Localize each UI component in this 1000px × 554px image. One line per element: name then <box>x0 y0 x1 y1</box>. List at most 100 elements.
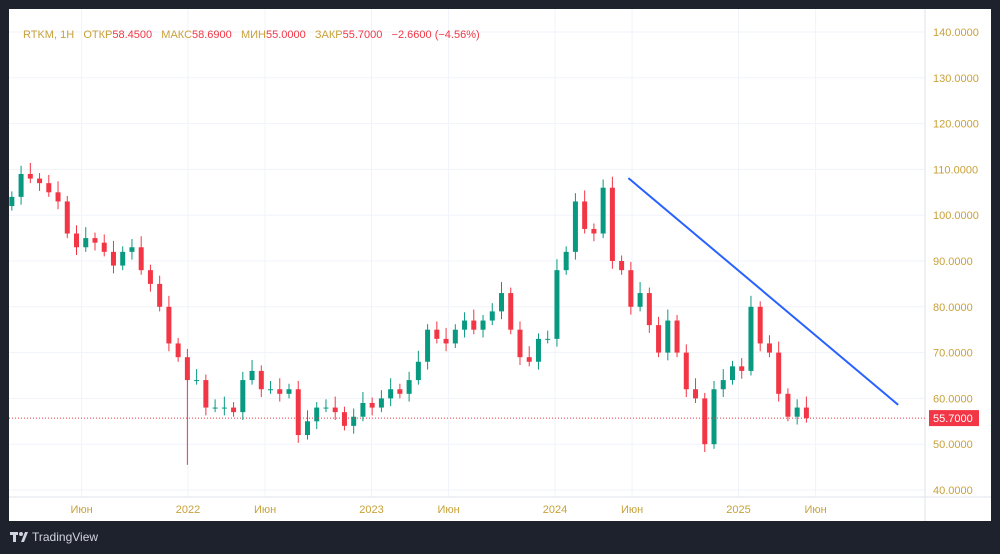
candle-body <box>619 261 625 271</box>
candle-body <box>304 421 310 436</box>
candle <box>378 390 384 413</box>
candle-body <box>120 251 126 266</box>
candle-body <box>203 380 209 408</box>
candle-body <box>9 196 15 207</box>
candle-body <box>443 338 449 344</box>
candle-body <box>369 402 375 408</box>
chart-canvas[interactable]: 140.0000 130.0000 120.0000 110.0000 100.0000… <box>9 9 991 521</box>
last-price-label: 55.7000 <box>933 413 973 425</box>
candle-body <box>18 173 24 197</box>
candle <box>619 255 625 275</box>
candle <box>9 191 15 211</box>
candle <box>258 365 264 398</box>
candle-body <box>240 380 246 413</box>
y-tick-label: 60.0000 <box>933 393 973 405</box>
candle-body <box>462 320 468 330</box>
candle <box>563 246 569 275</box>
candle-body <box>314 407 320 422</box>
candle <box>711 380 717 449</box>
candle-body <box>341 412 347 426</box>
candle-body <box>729 366 735 381</box>
chart-pane[interactable]: 140.0000 130.0000 120.0000 110.0000 100.0000… <box>9 9 991 521</box>
candle <box>277 378 283 402</box>
candle-body <box>803 407 809 419</box>
x-tick-label: 2023 <box>359 504 383 516</box>
candle <box>120 246 126 271</box>
candle-body <box>378 398 384 408</box>
candle-body <box>545 338 551 340</box>
x-tick-label: Июн <box>437 504 459 516</box>
symbol-label[interactable]: RTKM, 1Н <box>23 29 75 41</box>
candle <box>554 259 560 347</box>
candle <box>674 315 680 358</box>
candle-body <box>166 306 172 344</box>
candle <box>46 174 52 197</box>
candle-body <box>46 183 52 193</box>
x-tick-label: Июн <box>70 504 92 516</box>
candle-body <box>480 320 486 330</box>
candle-body <box>609 187 615 261</box>
x-tick-label: Июн <box>254 504 276 516</box>
candle <box>212 399 218 413</box>
candle <box>55 181 61 210</box>
candle-body <box>674 320 680 353</box>
candle <box>18 165 24 205</box>
candle-body <box>591 228 597 234</box>
candle-body <box>535 338 541 362</box>
candle <box>37 173 43 191</box>
candle <box>480 315 486 338</box>
candle <box>175 337 181 362</box>
candle-body <box>101 242 107 252</box>
candle <box>369 397 375 416</box>
candle-body <box>425 329 431 362</box>
y-tick-label: 110.0000 <box>933 164 978 176</box>
candle <box>203 374 209 416</box>
candle <box>27 162 33 184</box>
candle-body <box>794 407 800 417</box>
candle <box>591 223 597 242</box>
candle <box>665 309 671 361</box>
x-tick-label: 2024 <box>543 504 567 516</box>
candle <box>656 316 662 358</box>
candle <box>304 410 310 440</box>
candle <box>794 399 800 425</box>
candle-body <box>563 251 569 271</box>
candle <box>231 402 237 417</box>
candle-body <box>175 343 181 358</box>
candle-body <box>471 320 477 330</box>
candle <box>489 303 495 326</box>
candle-body <box>138 247 144 271</box>
last-price-badge <box>929 410 979 427</box>
candle <box>397 383 403 399</box>
candle-body <box>212 407 218 409</box>
candle <box>64 195 70 239</box>
candle-body <box>258 370 264 390</box>
candle <box>101 234 107 257</box>
candle <box>545 330 551 344</box>
candle <box>702 392 708 452</box>
candle-body <box>720 380 726 390</box>
candle <box>766 335 772 358</box>
x-tick-label: Июн <box>804 504 826 516</box>
candle <box>609 176 615 269</box>
candle <box>194 369 200 385</box>
open-label: ОТКР <box>83 29 113 41</box>
candle <box>582 190 588 234</box>
candle-body <box>27 173 33 179</box>
candle-body <box>739 366 745 371</box>
candle-body <box>776 352 782 394</box>
candle <box>471 309 477 335</box>
candle-body <box>147 270 153 284</box>
trendline[interactable] <box>627 177 899 406</box>
candle <box>785 388 791 422</box>
candle-body <box>499 293 505 312</box>
candle-body <box>388 389 394 399</box>
tradingview-logo[interactable]: TradingView <box>10 530 98 544</box>
candle-body <box>766 343 772 353</box>
candle <box>314 402 320 430</box>
candle-body <box>332 407 338 413</box>
y-tick-label: 130.0000 <box>933 73 979 85</box>
candle <box>739 358 745 379</box>
candle <box>268 380 274 394</box>
candle <box>600 179 606 239</box>
